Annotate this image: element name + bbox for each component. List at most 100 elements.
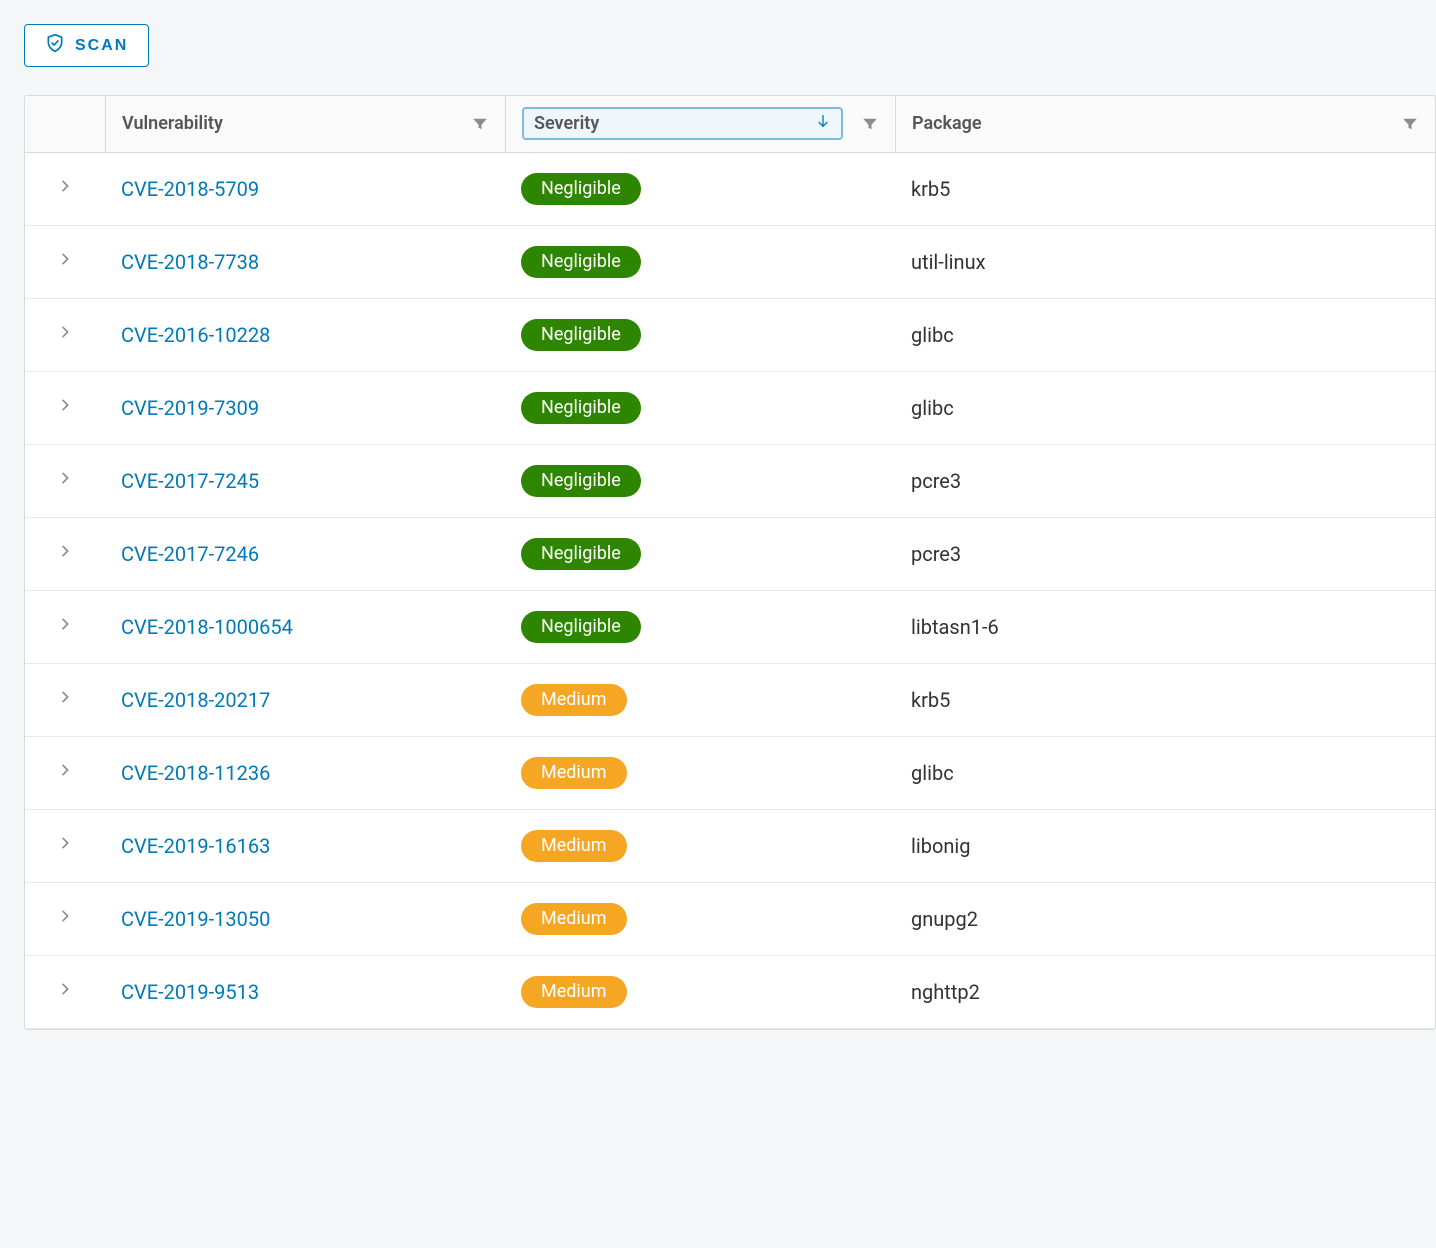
filter-icon[interactable] (471, 115, 489, 133)
expand-row-toggle[interactable] (25, 444, 105, 517)
package-cell: pcre3 (895, 444, 1435, 517)
expand-row-toggle[interactable] (25, 809, 105, 882)
vulnerability-table: Vulnerability Severity (25, 96, 1435, 1029)
table-row: CVE-2019-7309 Negligible glibc (25, 371, 1435, 444)
table-row: CVE-2019-9513 Medium nghttp2 (25, 955, 1435, 1028)
table-row: CVE-2017-7246 Negligible pcre3 (25, 517, 1435, 590)
chevron-right-icon (57, 324, 73, 340)
severity-badge: Negligible (521, 319, 641, 351)
expand-row-toggle[interactable] (25, 371, 105, 444)
chevron-right-icon (57, 543, 73, 559)
vulnerability-cell: CVE-2019-16163 (105, 809, 505, 882)
severity-cell: Medium (505, 809, 895, 882)
filter-icon[interactable] (861, 115, 879, 133)
severity-badge: Medium (521, 757, 627, 789)
severity-cell: Medium (505, 736, 895, 809)
chevron-right-icon (57, 470, 73, 486)
vulnerability-cell: CVE-2018-7738 (105, 225, 505, 298)
table-row: CVE-2017-7245 Negligible pcre3 (25, 444, 1435, 517)
vulnerability-cell: CVE-2017-7246 (105, 517, 505, 590)
vulnerability-cell: CVE-2018-1000654 (105, 590, 505, 663)
severity-badge: Medium (521, 830, 627, 862)
table-row: CVE-2019-16163Mediumlibonig (25, 809, 1435, 882)
chevron-right-icon (57, 762, 73, 778)
package-cell: glibc (895, 736, 1435, 809)
table-row: CVE-2018-7738 Negligible util-linux (25, 225, 1435, 298)
table-row: CVE-2018-1000654Negligiblelibtasn1-6 (25, 590, 1435, 663)
shield-check-icon (45, 33, 65, 58)
cve-link[interactable]: CVE-2016-10228 (121, 323, 270, 347)
chevron-right-icon (57, 251, 73, 267)
filter-icon[interactable] (1401, 115, 1419, 133)
package-cell: glibc (895, 298, 1435, 371)
severity-sort-active[interactable]: Severity (522, 107, 843, 140)
cve-link[interactable]: CVE-2017-7246 (121, 542, 259, 566)
vulnerability-table-container: Vulnerability Severity (24, 95, 1436, 1030)
chevron-right-icon (57, 981, 73, 997)
chevron-right-icon (57, 835, 73, 851)
vulnerability-cell: CVE-2019-7309 (105, 371, 505, 444)
expand-row-toggle[interactable] (25, 225, 105, 298)
severity-badge: Medium (521, 903, 627, 935)
severity-cell: Negligible (505, 444, 895, 517)
vulnerability-cell: CVE-2016-10228 (105, 298, 505, 371)
column-header-vulnerability[interactable]: Vulnerability (105, 96, 505, 152)
severity-cell: Medium (505, 882, 895, 955)
chevron-right-icon (57, 908, 73, 924)
cve-link[interactable]: CVE-2018-11236 (121, 761, 270, 785)
scan-button[interactable]: SCAN (24, 24, 149, 67)
cve-link[interactable]: CVE-2019-7309 (121, 396, 259, 420)
cve-link[interactable]: CVE-2018-1000654 (121, 615, 293, 639)
severity-badge: Negligible (521, 611, 641, 643)
package-cell: krb5 (895, 152, 1435, 225)
cve-link[interactable]: CVE-2018-20217 (121, 688, 270, 712)
expand-row-toggle[interactable] (25, 517, 105, 590)
severity-cell: Negligible (505, 371, 895, 444)
sort-descending-icon (815, 113, 831, 134)
severity-badge: Negligible (521, 246, 641, 278)
table-row: CVE-2018-20217Mediumkrb5 (25, 663, 1435, 736)
vulnerability-cell: CVE-2019-13050 (105, 882, 505, 955)
severity-badge: Medium (521, 684, 627, 716)
table-row: CVE-2018-5709 Negligible krb5 (25, 152, 1435, 225)
column-header-severity[interactable]: Severity (505, 96, 895, 152)
expand-row-toggle[interactable] (25, 590, 105, 663)
scan-button-label: SCAN (75, 37, 128, 55)
expand-row-toggle[interactable] (25, 955, 105, 1028)
chevron-right-icon (57, 178, 73, 194)
severity-cell: Negligible (505, 298, 895, 371)
expand-row-toggle[interactable] (25, 152, 105, 225)
column-label: Package (912, 113, 982, 134)
expand-row-toggle[interactable] (25, 882, 105, 955)
package-cell: glibc (895, 371, 1435, 444)
package-cell: util-linux (895, 225, 1435, 298)
severity-badge: Medium (521, 976, 627, 1008)
package-cell: pcre3 (895, 517, 1435, 590)
vulnerability-cell: CVE-2019-9513 (105, 955, 505, 1028)
severity-badge: Negligible (521, 173, 641, 205)
expand-row-toggle[interactable] (25, 663, 105, 736)
cve-link[interactable]: CVE-2019-13050 (121, 907, 270, 931)
table-row: CVE-2016-10228 Negligible glibc (25, 298, 1435, 371)
expand-row-toggle[interactable] (25, 298, 105, 371)
table-row: CVE-2019-13050 Medium gnupg2 (25, 882, 1435, 955)
chevron-right-icon (57, 689, 73, 705)
severity-cell: Medium (505, 955, 895, 1028)
cve-link[interactable]: CVE-2017-7245 (121, 469, 259, 493)
vulnerability-cell: CVE-2018-11236 (105, 736, 505, 809)
cve-link[interactable]: CVE-2018-7738 (121, 250, 259, 274)
package-cell: gnupg2 (895, 882, 1435, 955)
cve-link[interactable]: CVE-2019-16163 (121, 834, 270, 858)
severity-cell: Medium (505, 663, 895, 736)
table-row: CVE-2018-11236 Medium glibc (25, 736, 1435, 809)
column-header-package[interactable]: Package (895, 96, 1435, 152)
cve-link[interactable]: CVE-2019-9513 (121, 980, 259, 1004)
expand-row-toggle[interactable] (25, 736, 105, 809)
vulnerability-cell: CVE-2017-7245 (105, 444, 505, 517)
chevron-right-icon (57, 397, 73, 413)
cve-link[interactable]: CVE-2018-5709 (121, 177, 259, 201)
severity-badge: Negligible (521, 465, 641, 497)
severity-badge: Negligible (521, 392, 641, 424)
package-cell: nghttp2 (895, 955, 1435, 1028)
severity-badge: Negligible (521, 538, 641, 570)
